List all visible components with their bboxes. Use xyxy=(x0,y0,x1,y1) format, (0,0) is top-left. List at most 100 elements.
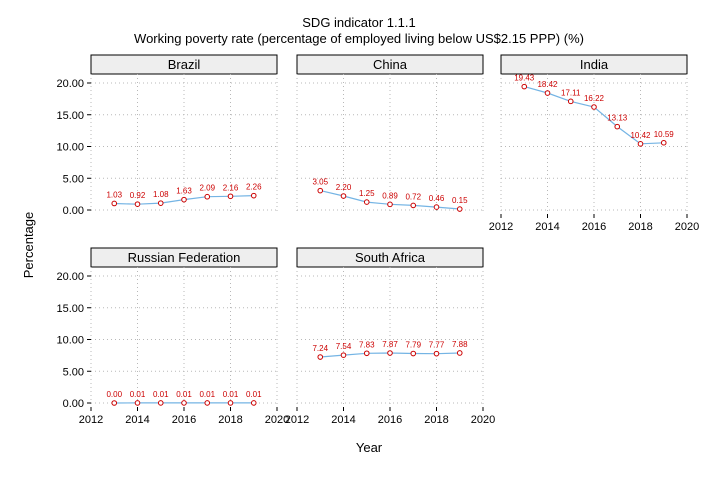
facet-title: Brazil xyxy=(168,57,201,72)
facet-panel: Russian Federation 0.00 5.00 10.00 15.00 20.0… xyxy=(56,248,289,426)
data-point xyxy=(568,99,573,104)
facet-panels: Brazil 0.00 5.00 10.00 15.00 20.00 1.03 0.92 1.0… xyxy=(56,55,699,426)
data-label: 0.01 xyxy=(176,390,192,399)
data-point xyxy=(135,401,140,406)
data-label: 2.16 xyxy=(223,183,239,192)
data-label: 0.92 xyxy=(130,191,146,200)
y-tick-label: 10.00 xyxy=(56,335,84,347)
x-tick-label: 2018 xyxy=(424,414,448,426)
data-point xyxy=(388,202,393,207)
data-point xyxy=(661,140,666,145)
data-point xyxy=(411,351,416,356)
data-point xyxy=(112,401,117,406)
facet-title: India xyxy=(580,57,609,72)
y-tick-label: 0.00 xyxy=(63,398,84,410)
x-tick-label: 2012 xyxy=(489,221,513,233)
y-tick-label: 5.00 xyxy=(63,366,84,378)
y-axis-label: Percentage xyxy=(21,212,36,279)
data-label: 7.87 xyxy=(382,340,398,349)
x-tick-label: 2020 xyxy=(471,414,495,426)
facet-panel: China 3.05 2.20 1.25 0.89 0.72 0.46 0.15 xyxy=(297,55,483,214)
x-tick-label: 2012 xyxy=(285,414,309,426)
data-label: 7.77 xyxy=(429,341,445,350)
data-point xyxy=(158,201,163,206)
x-tick-label: 2014 xyxy=(331,414,355,426)
data-label: 1.63 xyxy=(176,187,192,196)
data-point xyxy=(251,193,256,198)
data-label: 0.01 xyxy=(246,390,262,399)
data-point xyxy=(228,401,233,406)
data-label: 10.59 xyxy=(654,130,675,139)
data-label: 0.15 xyxy=(452,196,468,205)
y-tick-label: 20.00 xyxy=(56,78,84,90)
data-label: 0.89 xyxy=(382,191,398,200)
x-tick-label: 2014 xyxy=(125,414,149,426)
data-point xyxy=(592,105,597,110)
chart-title: SDG indicator 1.1.1 xyxy=(302,15,415,30)
data-point xyxy=(411,203,416,208)
data-label: 0.01 xyxy=(199,390,215,399)
y-tick-label: 0.00 xyxy=(63,205,84,217)
data-label: 7.79 xyxy=(405,341,421,350)
facet-panel: Brazil 0.00 5.00 10.00 15.00 20.00 1.03 0.92 1.0… xyxy=(56,55,277,217)
data-point xyxy=(135,202,140,207)
data-point xyxy=(638,142,643,147)
data-point xyxy=(364,351,369,356)
data-point xyxy=(388,351,393,356)
y-tick-label: 15.00 xyxy=(56,110,84,122)
facet-title: China xyxy=(373,57,408,72)
data-label: 0.01 xyxy=(223,390,239,399)
y-tick-label: 15.00 xyxy=(56,303,84,315)
x-tick-label: 2020 xyxy=(675,221,699,233)
data-label: 0.00 xyxy=(106,390,122,399)
data-label: 10.42 xyxy=(630,131,651,140)
data-label: 2.20 xyxy=(336,183,352,192)
facet-title: Russian Federation xyxy=(128,250,241,265)
data-label: 1.25 xyxy=(359,189,375,198)
y-tick-label: 5.00 xyxy=(63,173,84,185)
data-point xyxy=(318,188,323,193)
data-label: 7.24 xyxy=(312,344,328,353)
data-label: 7.54 xyxy=(336,342,352,351)
data-point xyxy=(158,401,163,406)
data-label: 18.42 xyxy=(537,80,558,89)
data-label: 1.08 xyxy=(153,190,169,199)
x-tick-label: 2016 xyxy=(582,221,606,233)
data-point xyxy=(205,401,210,406)
data-point xyxy=(522,84,527,89)
x-tick-label: 2012 xyxy=(79,414,103,426)
data-point xyxy=(615,124,620,129)
data-point xyxy=(341,194,346,199)
data-point xyxy=(251,401,256,406)
data-label: 16.22 xyxy=(584,94,605,103)
data-label: 3.05 xyxy=(312,178,328,187)
chart-subtitle: Working poverty rate (percentage of empl… xyxy=(134,31,584,46)
data-label: 1.03 xyxy=(106,190,122,199)
data-point xyxy=(112,201,117,206)
x-tick-label: 2016 xyxy=(172,414,196,426)
data-point xyxy=(182,197,187,202)
data-point xyxy=(205,194,210,199)
data-label: 13.13 xyxy=(607,114,628,123)
data-point xyxy=(318,355,323,360)
x-tick-label: 2018 xyxy=(218,414,242,426)
y-tick-label: 20.00 xyxy=(56,271,84,283)
data-point xyxy=(434,351,439,356)
x-tick-label: 2016 xyxy=(378,414,402,426)
x-tick-label: 2014 xyxy=(535,221,559,233)
x-tick-label: 2018 xyxy=(628,221,652,233)
y-tick-label: 10.00 xyxy=(56,142,84,154)
data-point xyxy=(228,194,233,199)
data-label: 0.46 xyxy=(429,194,445,203)
data-label: 0.72 xyxy=(405,192,421,201)
data-label: 7.83 xyxy=(359,340,375,349)
data-label: 17.11 xyxy=(561,88,581,97)
data-label: 0.01 xyxy=(130,390,146,399)
data-label: 7.88 xyxy=(452,340,468,349)
data-point xyxy=(341,353,346,358)
data-label: 0.01 xyxy=(153,390,169,399)
data-label: 2.26 xyxy=(246,183,262,192)
